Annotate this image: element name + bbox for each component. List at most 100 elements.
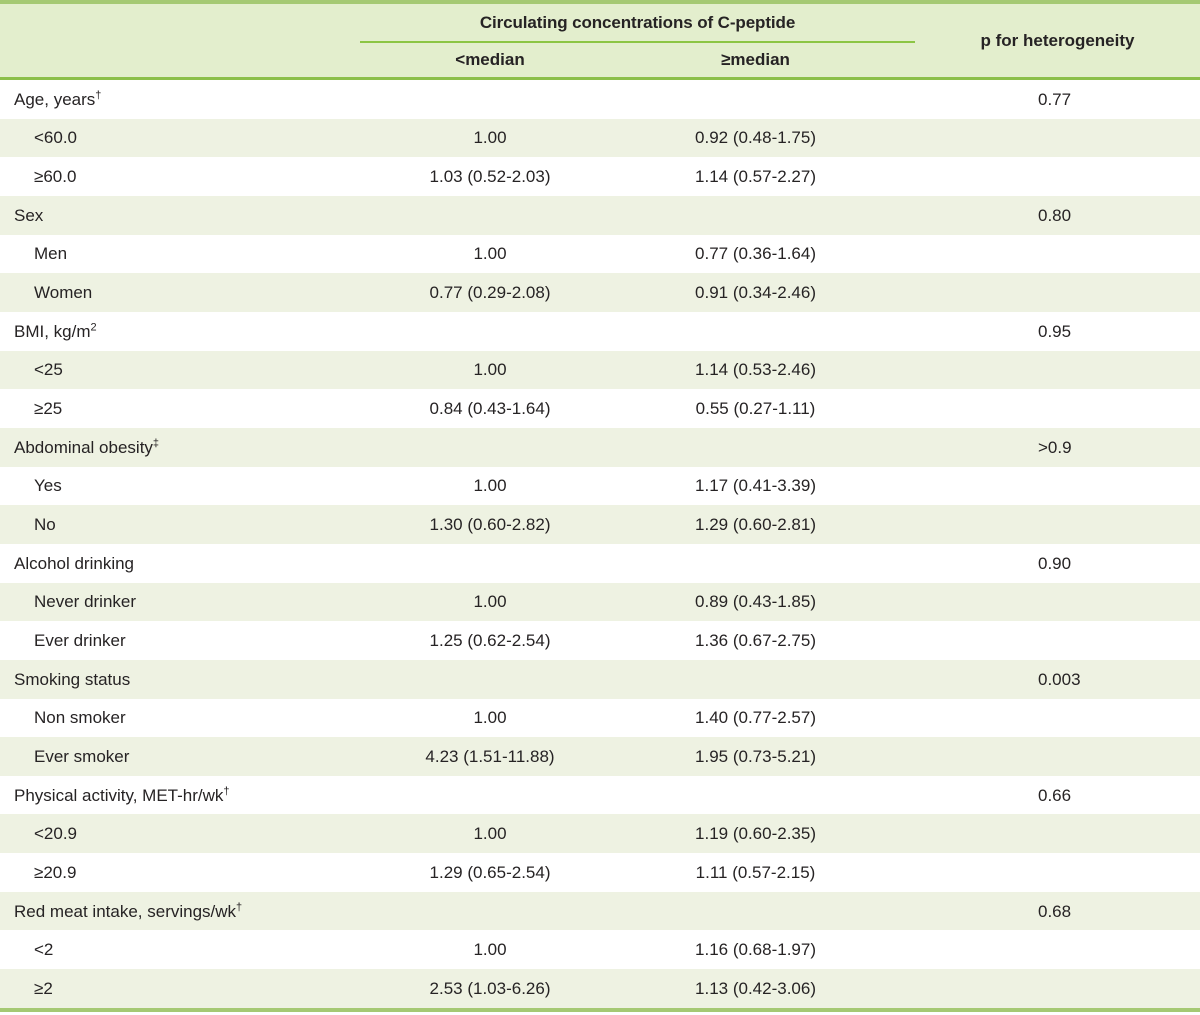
column-header-below-median: <median xyxy=(455,50,525,69)
row-label: Ever drinker xyxy=(0,632,360,649)
cell-above-median: 1.95 (0.73-5.21) xyxy=(695,746,816,766)
cell-above-median: 0.89 (0.43-1.85) xyxy=(695,592,816,612)
cell-p-heterogeneity: 0.95 xyxy=(1038,321,1072,341)
row-label: Red meat intake, servings/wk† xyxy=(0,901,360,921)
row-label-text: ≥60.0 xyxy=(34,167,77,187)
row-label: Men xyxy=(0,245,360,262)
row-label-text: ≥25 xyxy=(34,399,63,419)
row-label-superscript: 2 xyxy=(90,321,97,334)
cell-below-median: 1.29 (0.65-2.54) xyxy=(429,862,551,882)
cell-below-median: 1.00 xyxy=(473,360,507,380)
cell-below-median: 1.30 (0.60-2.82) xyxy=(429,515,551,535)
row-label-text: <60.0 xyxy=(34,128,78,148)
row-label: Never drinker xyxy=(0,593,360,610)
cell-below-median: 4.23 (1.51-11.88) xyxy=(425,746,555,766)
row-label: Age, years† xyxy=(0,89,360,109)
row-label-text: <2 xyxy=(34,940,54,960)
cell-above-median: 1.17 (0.41-3.39) xyxy=(695,476,816,496)
row-label-text: Physical activity, MET-hr/wk xyxy=(14,785,224,805)
cell-p-heterogeneity: 0.66 xyxy=(1038,785,1072,805)
table-row: <2 1.00 1.16 (0.68-1.97) xyxy=(0,930,1200,970)
row-label-text: ≥2 xyxy=(34,978,53,998)
cell-below-median: 1.03 (0.52-2.03) xyxy=(429,167,551,187)
table-row: <20.9 1.00 1.19 (0.60-2.35) xyxy=(0,814,1200,854)
row-label: ≥2 xyxy=(0,980,360,997)
cell-above-median: 1.29 (0.60-2.81) xyxy=(695,515,816,535)
row-label-text: Abdominal obesity xyxy=(14,437,153,457)
row-label: Sex xyxy=(0,207,360,224)
cell-p-heterogeneity: 0.003 xyxy=(1038,669,1081,689)
table-header: Circulating concentrations of C-peptide … xyxy=(0,4,1200,77)
row-label: ≥20.9 xyxy=(0,864,360,881)
row-label-text: <20.9 xyxy=(34,824,78,844)
row-label: <20.9 xyxy=(0,825,360,842)
header-label-column-spacer xyxy=(0,4,360,77)
table-top-border xyxy=(0,0,1200,4)
cell-above-median: 1.13 (0.42-3.06) xyxy=(695,978,816,998)
cell-above-median: 0.55 (0.27-1.11) xyxy=(695,399,816,419)
row-label-text: Women xyxy=(34,283,93,303)
row-label-text: Red meat intake, servings/wk xyxy=(14,901,237,921)
row-label-text: No xyxy=(34,515,56,535)
cell-above-median: 1.11 (0.57-2.15) xyxy=(695,862,816,882)
table-row: Never drinker 1.00 0.89 (0.43-1.85) xyxy=(0,582,1200,622)
table-row: Ever smoker 4.23 (1.51-11.88) 1.95 (0.73-5… xyxy=(0,737,1200,776)
cell-below-median: 1.25 (0.62-2.54) xyxy=(429,631,551,651)
row-label: Physical activity, MET-hr/wk† xyxy=(0,784,360,805)
table-row: Abdominal obesity‡ >0.9 xyxy=(0,427,1200,467)
row-label-superscript: † xyxy=(95,89,102,102)
row-label: <60.0 xyxy=(0,129,360,146)
row-label: ≥60.0 xyxy=(0,168,360,185)
cell-below-median: 2.53 (1.03-6.26) xyxy=(429,978,551,998)
cell-below-median: 1.00 xyxy=(473,708,507,728)
row-label: <25 xyxy=(0,361,360,378)
table-body: Age, years† 0.77 <60.0 1.00 0.92 (0.48-1.75)… xyxy=(0,80,1200,1008)
row-label-superscript: ‡ xyxy=(152,437,160,450)
row-label-text: Ever smoker xyxy=(34,746,130,766)
table-row: <25 1.00 1.14 (0.53-2.46) xyxy=(0,350,1200,390)
table-row: ≥2 2.53 (1.03-6.26) 1.13 (0.42-3.06) xyxy=(0,969,1200,1008)
cell-above-median: 1.14 (0.53-2.46) xyxy=(695,360,816,380)
cell-p-heterogeneity: >0.9 xyxy=(1038,437,1072,457)
cell-below-median: 0.84 (0.43-1.64) xyxy=(429,399,551,419)
cell-below-median: 1.00 xyxy=(473,128,507,148)
row-label-text: Ever drinker xyxy=(34,631,126,651)
column-group-underline xyxy=(360,41,915,43)
row-label: Yes xyxy=(0,477,360,494)
row-label: Abdominal obesity‡ xyxy=(0,437,360,457)
table-row: BMI, kg/m2 0.95 xyxy=(0,311,1200,351)
table-row: ≥60.0 1.03 (0.52-2.03) 1.14 (0.57-2.27) xyxy=(0,157,1200,196)
row-label-superscript: † xyxy=(223,784,230,797)
row-label-text: Non smoker xyxy=(34,708,126,728)
header-cpeptide-group: Circulating concentrations of C-peptide … xyxy=(360,4,915,77)
table-row: Smoking status 0.003 xyxy=(0,659,1200,699)
row-label-text: BMI, kg/m xyxy=(14,321,91,341)
table-row: Yes 1.00 1.17 (0.41-3.39) xyxy=(0,466,1200,506)
table-row: Age, years† 0.77 xyxy=(0,80,1200,119)
column-header-p-heterogeneity: p for heterogeneity xyxy=(980,30,1135,50)
table-row: Ever drinker 1.25 (0.62-2.54) 1.36 (0.67-2… xyxy=(0,621,1200,660)
table-bottom-border xyxy=(0,1008,1200,1012)
row-label: Smoking status xyxy=(0,671,360,688)
row-label: BMI, kg/m2 xyxy=(0,321,360,341)
cell-above-median: 1.16 (0.68-1.97) xyxy=(695,940,816,960)
row-label-text: Never drinker xyxy=(34,592,137,612)
table-row: Alcohol drinking 0.90 xyxy=(0,543,1200,583)
header-separator-rule xyxy=(0,77,1200,80)
row-label-text: Age, years xyxy=(14,89,96,109)
table-row: ≥20.9 1.29 (0.65-2.54) 1.11 (0.57-2.15) xyxy=(0,853,1200,892)
table-row: Women 0.77 (0.29-2.08) 0.91 (0.34-2.46) xyxy=(0,273,1200,312)
table-row: Men 1.00 0.77 (0.36-1.64) xyxy=(0,234,1200,274)
cell-above-median: 0.77 (0.36-1.64) xyxy=(695,244,816,264)
table-row: <60.0 1.00 0.92 (0.48-1.75) xyxy=(0,118,1200,158)
table-row: No 1.30 (0.60-2.82) 1.29 (0.60-2.81) xyxy=(0,505,1200,544)
cell-above-median: 1.19 (0.60-2.35) xyxy=(695,824,816,844)
row-label-text: Yes xyxy=(34,476,62,496)
row-label: Non smoker xyxy=(0,709,360,726)
cell-p-heterogeneity: 0.90 xyxy=(1038,553,1072,573)
column-header-above-median: ≥median xyxy=(721,50,790,69)
row-label: Alcohol drinking xyxy=(0,555,360,572)
row-label-text: Sex xyxy=(14,205,44,225)
table-row: ≥25 0.84 (0.43-1.64) 0.55 (0.27-1.11) xyxy=(0,389,1200,428)
